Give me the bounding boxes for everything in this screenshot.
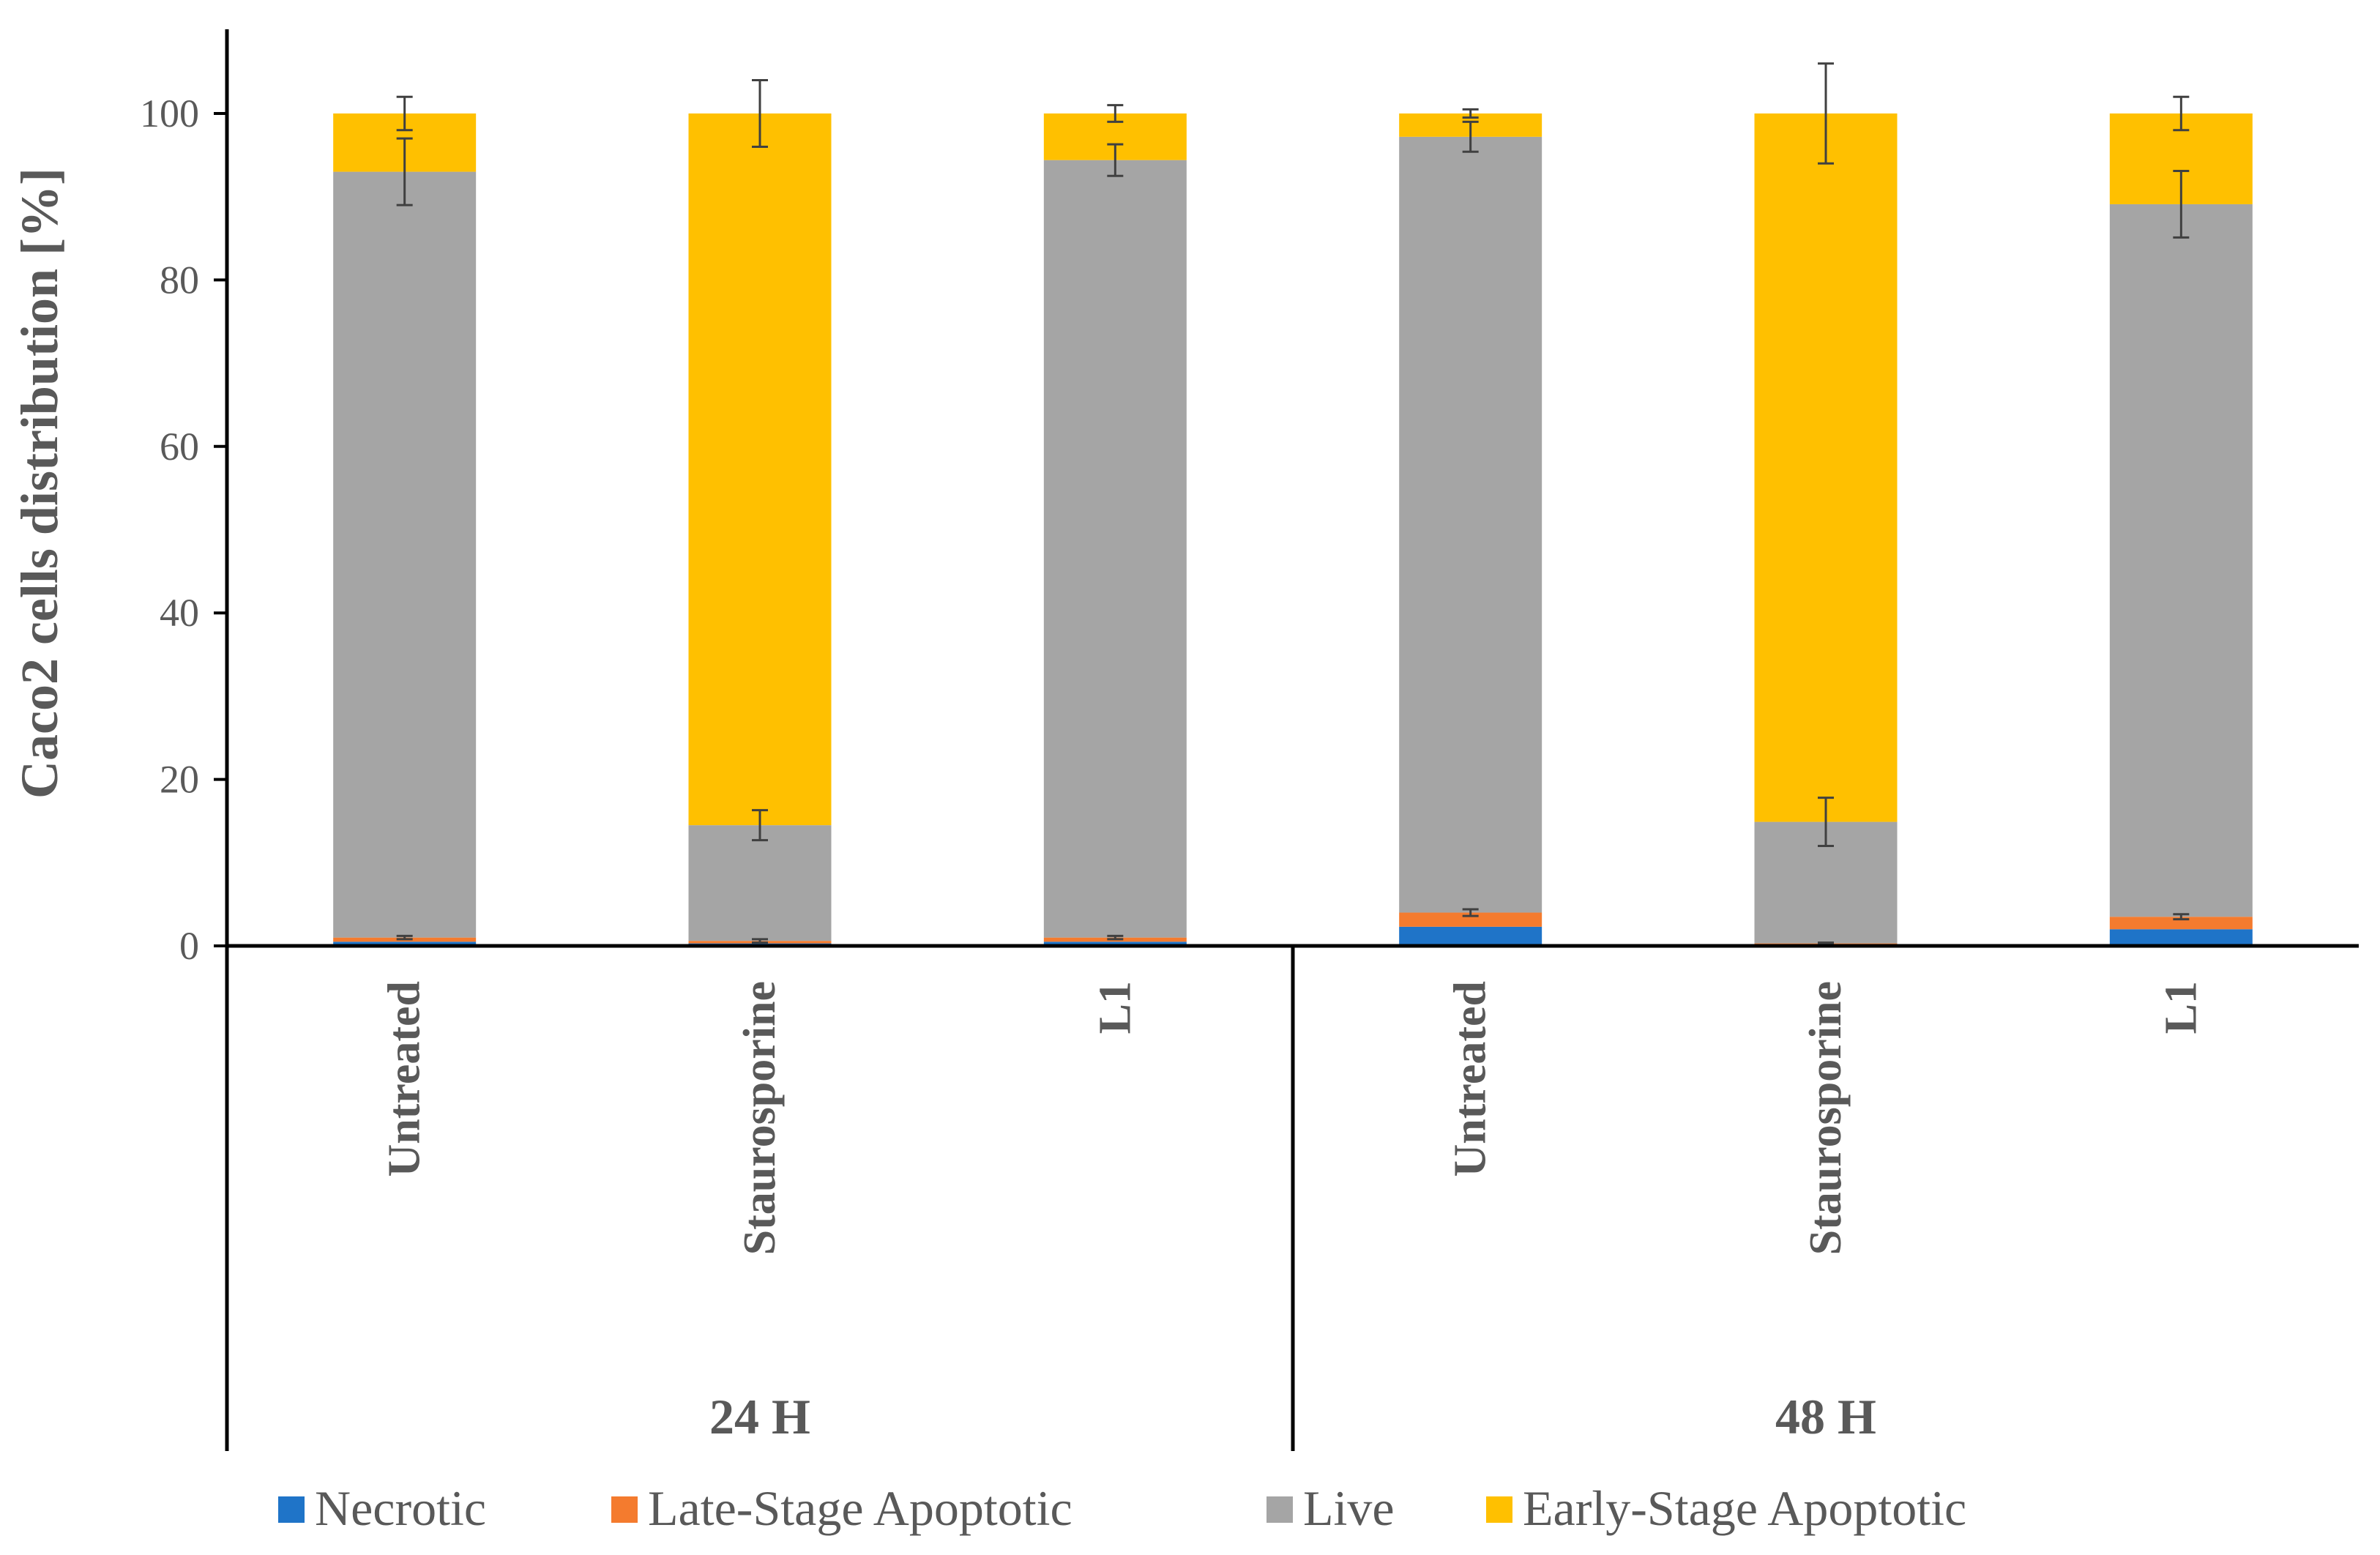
legend-item: Live <box>1267 1480 1395 1536</box>
y-tick-label: 100 <box>140 92 199 135</box>
error-bar <box>752 938 768 944</box>
error-bar <box>2173 913 2190 921</box>
legend-swatch <box>278 1496 305 1523</box>
error-bar <box>1107 934 1124 941</box>
legend-swatch <box>611 1496 638 1523</box>
bars <box>333 113 2253 946</box>
bar-segment <box>1043 160 1187 938</box>
bar-segment <box>1399 926 1542 946</box>
bar-segment <box>2109 929 2253 946</box>
legend-swatch <box>1486 1496 1512 1523</box>
error-bar <box>1462 108 1479 119</box>
bar-segment <box>688 825 832 941</box>
y-tick-label: 40 <box>160 591 199 635</box>
bar-segment <box>2109 917 2253 930</box>
category-labels: Untreated Staurosporine L1 Untreated Stauros… <box>380 981 2206 1255</box>
category-label: L1 <box>1090 981 1140 1034</box>
error-bar <box>752 809 768 842</box>
error-bar <box>1818 941 1834 946</box>
category-label: L1 <box>2156 981 2206 1034</box>
axes <box>225 29 2359 1451</box>
legend-item: Necrotic <box>278 1480 486 1536</box>
bar-segment <box>1399 912 1542 927</box>
error-bar <box>1462 908 1479 917</box>
y-axis-ticks: 0 20 40 60 80 100 <box>140 92 227 968</box>
legend: Necrotic Late-Stage Apoptotic Live Early-St… <box>278 1480 1966 1536</box>
group-labels: 24 H 48 H <box>709 1389 1876 1444</box>
error-bar <box>1818 62 1834 165</box>
bar-segment <box>688 113 832 826</box>
y-tick-label: 60 <box>160 425 199 469</box>
error-bar <box>1107 104 1124 123</box>
category-label: Staurosporine <box>735 981 785 1255</box>
error-bar <box>396 934 413 941</box>
error-bar <box>2173 169 2190 239</box>
category-label: Staurosporine <box>1801 981 1851 1255</box>
legend-label: Necrotic <box>315 1480 486 1536</box>
legend-label: Early-Stage Apoptotic <box>1523 1480 1966 1536</box>
bar-segment <box>2109 204 2253 917</box>
category-label: Untreated <box>1446 981 1496 1176</box>
error-bar <box>1107 143 1124 177</box>
error-bar <box>396 137 413 206</box>
y-axis-title: Caco2 cells distribution [%] <box>10 168 69 799</box>
legend-label: Live <box>1303 1480 1395 1536</box>
bar-segment <box>1754 113 1898 822</box>
legend-item: Early-Stage Apoptotic <box>1486 1480 1966 1536</box>
error-bar <box>752 79 768 148</box>
error-bar <box>2173 95 2190 132</box>
y-tick-label: 80 <box>160 258 199 302</box>
legend-label: Late-Stage Apoptotic <box>648 1480 1073 1536</box>
y-tick-label: 20 <box>160 758 199 802</box>
category-label: Untreated <box>380 981 430 1176</box>
group-label: 24 H <box>709 1389 810 1444</box>
group-label: 48 H <box>1775 1389 1876 1444</box>
bar-segment <box>333 941 477 946</box>
bar-segment <box>1043 941 1187 946</box>
y-tick-label: 0 <box>179 924 199 968</box>
error-bar <box>396 95 413 132</box>
error-bars <box>396 62 2190 946</box>
bar-segment <box>333 171 477 938</box>
legend-item: Late-Stage Apoptotic <box>611 1480 1073 1536</box>
bar-segment <box>1399 136 1542 913</box>
error-bar <box>1462 120 1479 153</box>
error-bar <box>1818 797 1834 848</box>
legend-swatch <box>1267 1496 1293 1523</box>
